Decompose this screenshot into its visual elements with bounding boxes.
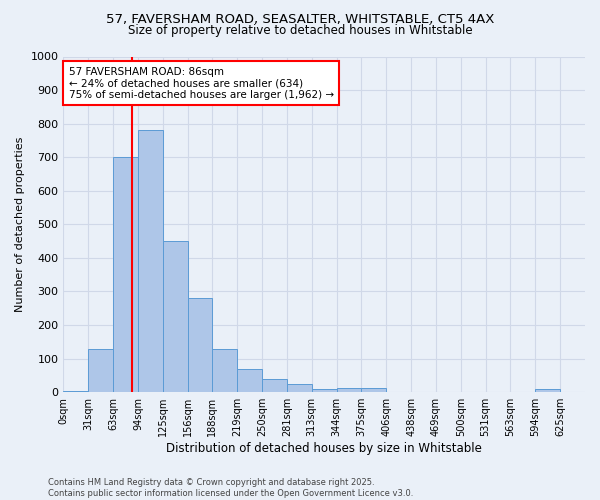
Text: Contains HM Land Registry data © Crown copyright and database right 2025.
Contai: Contains HM Land Registry data © Crown c… <box>48 478 413 498</box>
Text: 57, FAVERSHAM ROAD, SEASALTER, WHITSTABLE, CT5 4AX: 57, FAVERSHAM ROAD, SEASALTER, WHITSTABL… <box>106 12 494 26</box>
Bar <box>138 130 163 392</box>
Bar <box>88 348 113 392</box>
Bar <box>337 388 361 392</box>
Bar <box>535 389 560 392</box>
Y-axis label: Number of detached properties: Number of detached properties <box>15 136 25 312</box>
Bar <box>262 379 287 392</box>
Bar <box>188 298 212 392</box>
Bar <box>312 389 337 392</box>
Bar <box>361 388 386 392</box>
Bar <box>237 368 262 392</box>
Bar <box>287 384 312 392</box>
Text: 57 FAVERSHAM ROAD: 86sqm
← 24% of detached houses are smaller (634)
75% of semi-: 57 FAVERSHAM ROAD: 86sqm ← 24% of detach… <box>68 66 334 100</box>
Bar <box>113 157 138 392</box>
Text: Size of property relative to detached houses in Whitstable: Size of property relative to detached ho… <box>128 24 472 37</box>
Bar <box>163 241 188 392</box>
Bar <box>64 390 88 392</box>
X-axis label: Distribution of detached houses by size in Whitstable: Distribution of detached houses by size … <box>166 442 482 455</box>
Bar <box>212 348 237 392</box>
